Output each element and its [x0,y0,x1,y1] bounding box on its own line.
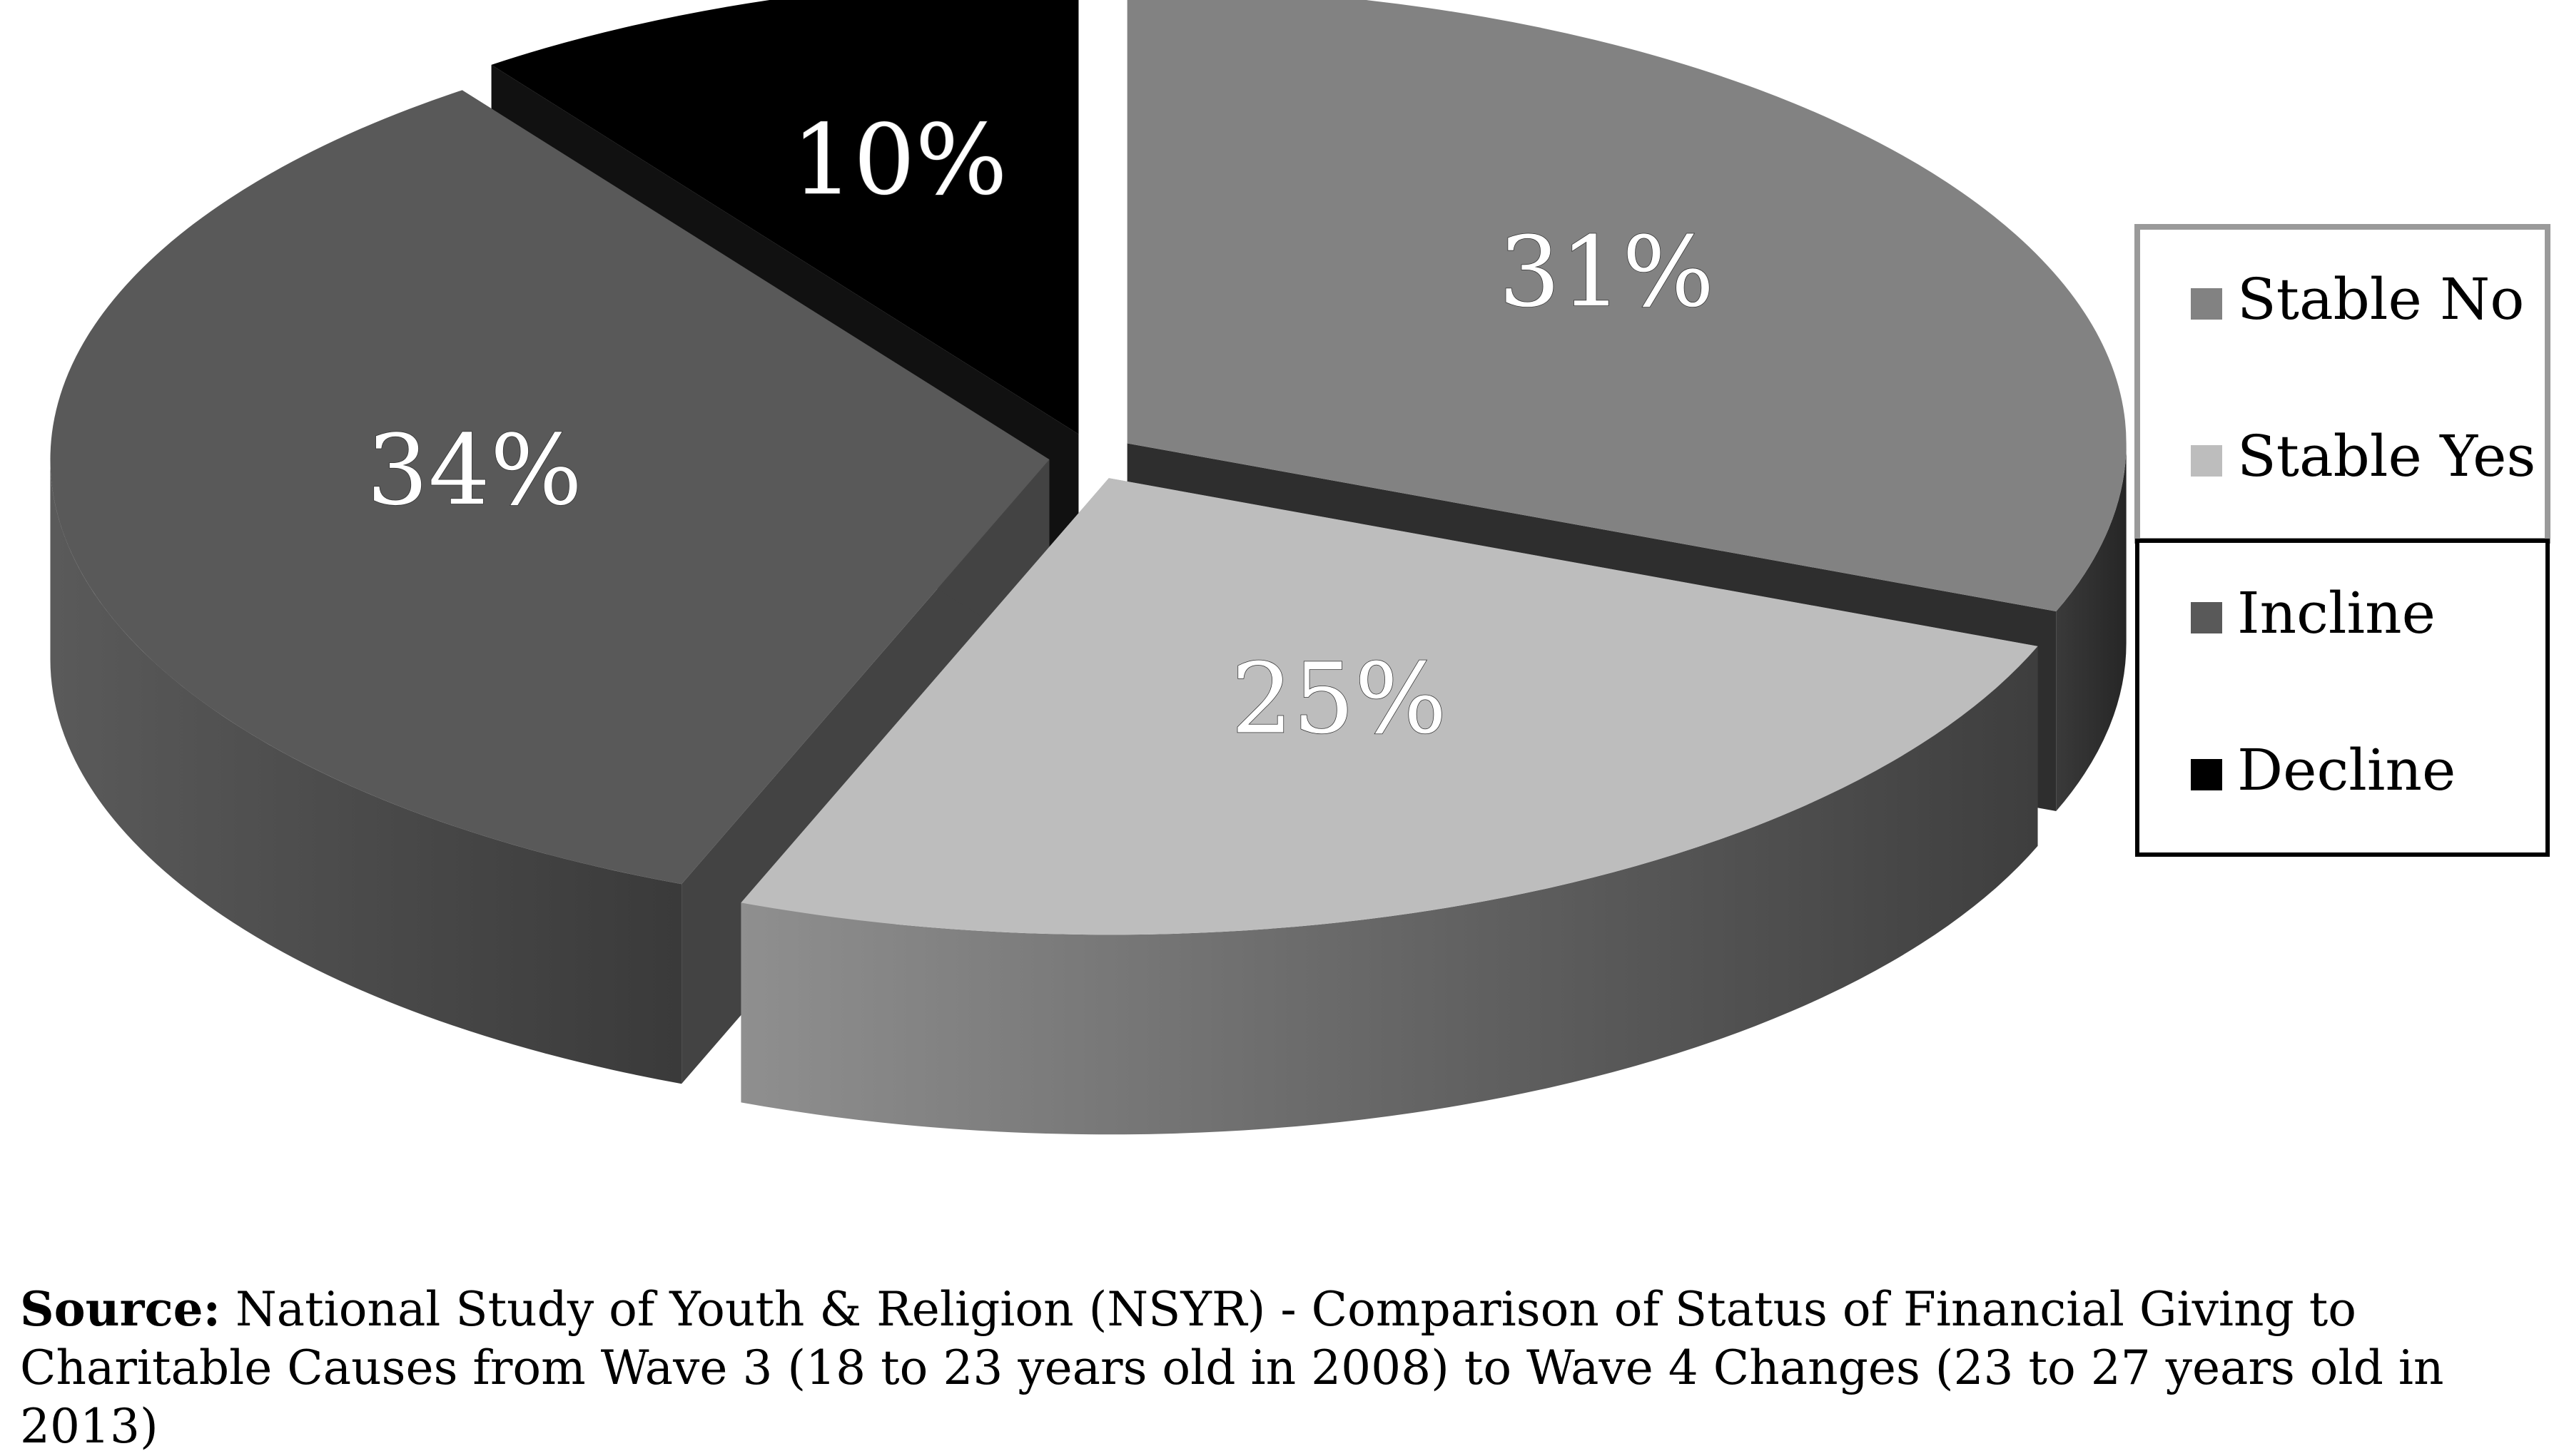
source-note: Source: National Study of Youth & Religi… [20,1280,2560,1456]
legend-label-stable-no: Stable No [2237,266,2524,332]
legend-box-bottom [2135,539,2550,857]
pie-slices [50,0,2127,1135]
slice-stable-no-top [1127,0,2127,612]
legend-swatch-stable-yes [2191,445,2222,477]
slice-stable-yes-top [741,478,2038,935]
data-label-decline: 10% [791,104,1007,217]
slice-incline-top [50,90,1050,885]
legend-label-decline: Decline [2237,737,2456,803]
legend-label-stable-yes: Stable Yes [2237,423,2535,489]
slice-stable-yes-side [741,646,2038,1135]
data-label-stable-no: 31% [1499,216,1714,329]
legend-box-top [2134,224,2550,544]
data-labels: 31% 25% 34% 10% [366,103,1715,756]
source-label: Source: [20,1281,221,1337]
slice-stable-no-side [2056,443,2127,812]
legend-item-decline: Decline [2191,737,2456,803]
slice-incline-side [50,459,682,1084]
slice-stable-yes [741,478,2038,1135]
legend-swatch-decline [2191,759,2222,790]
data-label-incline: 34% [367,414,582,527]
slice-decline-top [491,0,1079,434]
legend-swatch-stable-no [2191,288,2222,320]
legend-item-stable-no: Stable No [2191,266,2524,332]
legend-item-stable-yes: Stable Yes [2191,423,2535,489]
legend-item-incline: Incline [2191,580,2436,646]
legend-swatch-incline [2191,602,2222,633]
pie-chart: 31% 25% 34% 10% Stable No Stable Yes Incline D… [50,0,2550,1135]
source-text: National Study of Youth & Religion (NSYR… [20,1282,2444,1454]
legend-label-incline: Incline [2237,580,2436,646]
legend: Stable No Stable Yes Incline Decline [2134,224,2550,857]
data-label-stable-yes: 25% [1231,643,1446,755]
